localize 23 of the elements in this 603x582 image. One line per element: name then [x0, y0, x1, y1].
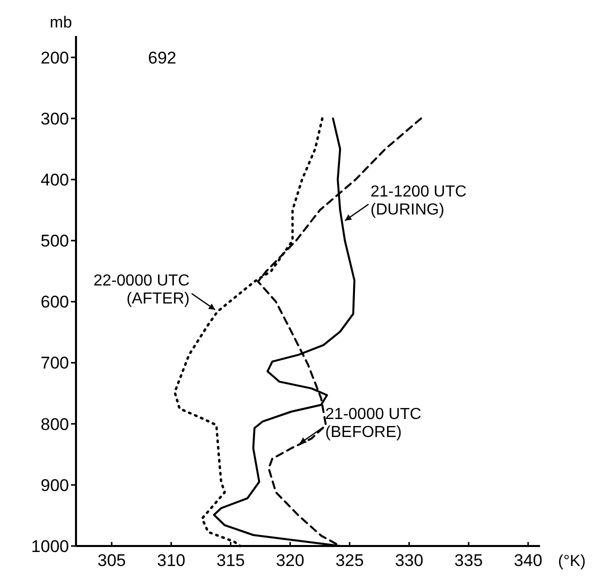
x-tick-label: 310 [156, 551, 186, 570]
text: 692 [148, 48, 176, 68]
y-tick-label: 700 [40, 354, 69, 373]
x-tick-label: 340 [514, 551, 542, 570]
y-axis-title: mb [50, 14, 72, 32]
y-tick-label: 800 [40, 414, 69, 434]
y-tick-label: 200 [40, 48, 69, 68]
x-tick-label: 325 [335, 551, 364, 570]
y-tick-label: 900 [40, 476, 69, 495]
x-tick-label: 315 [216, 551, 245, 570]
x-tick-label: 330 [394, 551, 424, 570]
annotation: 21-0000 UTC (BEFORE) [325, 406, 422, 442]
x-tick-label: 305 [98, 551, 126, 570]
annotation: 21-1200 UTC (DURING) [370, 183, 467, 218]
y-tick-label: 400 [40, 170, 69, 190]
y-tick-label: 1000 [31, 536, 69, 556]
x-tick-label: 335 [454, 551, 483, 570]
y-tick-label: 500 [40, 232, 69, 251]
x-tick-label: 320 [276, 551, 304, 570]
annotation: 22-0000 UTC (AFTER) [94, 272, 190, 308]
y-tick-label: 300 [40, 109, 69, 128]
y-tick-label: 600 [40, 292, 69, 312]
x-axis-title: (°K) [558, 553, 586, 570]
